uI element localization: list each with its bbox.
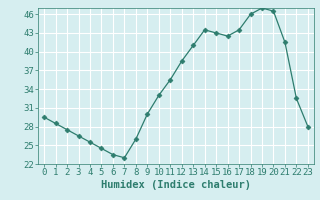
X-axis label: Humidex (Indice chaleur): Humidex (Indice chaleur) xyxy=(101,180,251,190)
